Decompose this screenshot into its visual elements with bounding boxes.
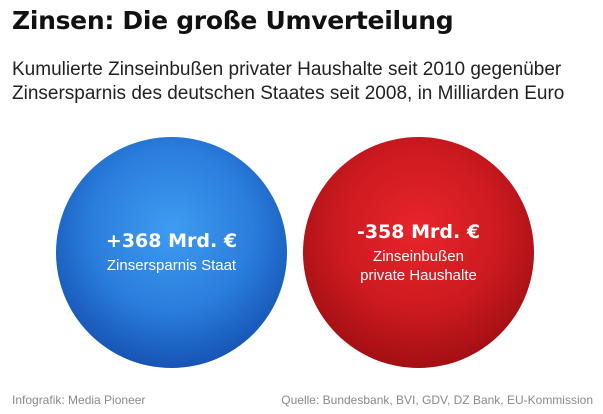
category-label-haushalte: Zinseinbußen private Haushalte [360, 247, 477, 285]
category-label-staat-line-1: Zinsersparnis Staat [106, 257, 237, 274]
circle-zinsersparnis-staat: +368 Mrd. € Zinsersparnis Staat [56, 137, 287, 368]
value-label-staat: +368 Mrd. € [105, 230, 238, 252]
subtitle-line-1: Kumulierte Zinseinbußen privater Haushal… [12, 59, 562, 80]
category-label-haushalte-line-2: private Haushalte [360, 266, 477, 284]
footer-source: Quelle: Bundesbank, BVI, GDV, DZ Bank, E… [281, 393, 593, 407]
chart-subtitle: Kumulierte Zinseinbußen privater Haushal… [12, 58, 597, 106]
subtitle-line-2: Zinsersparnis des deutschen Staates seit… [12, 83, 565, 104]
circle-zinseinbussen-haushalte: -358 Mrd. € Zinseinbußen private Haushal… [303, 137, 534, 368]
category-label-staat: Zinsersparnis Staat [107, 256, 236, 275]
value-label-haushalte: -358 Mrd. € [356, 220, 481, 243]
chart-title: Zinsen: Die große Umverteilung [12, 6, 454, 35]
category-label-haushalte-line-1: Zinseinbußen [373, 247, 464, 265]
footer-credit: Infografik: Media Pioneer [12, 393, 146, 407]
